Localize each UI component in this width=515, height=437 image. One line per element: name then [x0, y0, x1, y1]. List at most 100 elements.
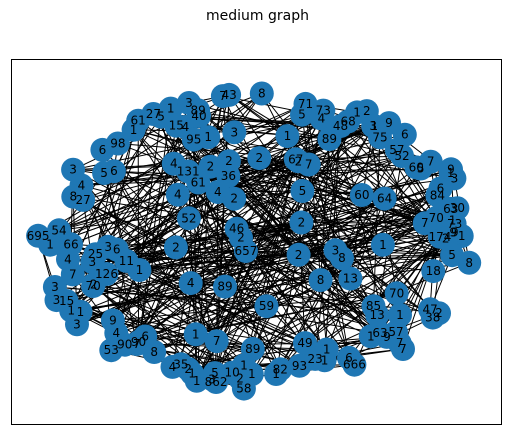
graph-edge [258, 157, 372, 337]
graph-node [213, 274, 237, 299]
graph-edge [113, 170, 226, 287]
graph-node-label: 7 [219, 89, 227, 103]
graph-node-label: 1 [323, 343, 331, 357]
graph-node-label: 64 [377, 192, 392, 206]
graph-node-label: 666 [343, 358, 366, 372]
graph-node-label: 73 [447, 217, 462, 231]
graph-node-label: 7 [427, 155, 435, 169]
graph-node [349, 183, 374, 207]
graph-node-label: 71 [298, 97, 313, 111]
graph-edge [239, 161, 432, 379]
graph-node-label: 2 [363, 104, 371, 118]
graph-node-label: 89 [245, 342, 260, 356]
graph-node-label: 70 [85, 279, 100, 293]
graph-node-label: 4 [182, 120, 190, 134]
graph-nodes [26, 81, 482, 401]
graph-node-label: 57 [389, 143, 404, 157]
graph-node [338, 266, 363, 291]
graph-node-label: 7 [399, 342, 407, 356]
graph-node-label: 68 [341, 114, 356, 128]
graph-node-label: 7 [396, 336, 404, 350]
graph-node [377, 111, 401, 136]
graph-node [165, 182, 190, 207]
graph-node [60, 262, 85, 287]
graph-node-label: 82 [273, 362, 288, 376]
graph-node-label: 6 [401, 128, 409, 142]
graph-node-label: 90 [117, 338, 132, 352]
graph-edge [110, 102, 190, 351]
graph-node [59, 298, 84, 323]
graph-node [370, 232, 395, 257]
graph-node-label: 3 [53, 293, 61, 307]
graph-edge [216, 208, 452, 342]
graph-node-label: 1 [130, 123, 138, 137]
graph-node [275, 124, 300, 149]
graph-node-label: 131 [177, 165, 200, 179]
graph-node-label: 66 [63, 237, 78, 251]
graph-node [216, 149, 241, 174]
graph-node-label: 1 [240, 359, 248, 373]
graph-node-label: 1 [449, 214, 457, 228]
graph-node-label: 9 [109, 313, 117, 327]
graph-node-label: 1 [167, 102, 175, 116]
graph-node [287, 353, 312, 378]
graph-node-label: 63 [443, 202, 458, 216]
graph-node-label: 15 [59, 294, 74, 308]
graph-node-label: 862 [205, 375, 228, 389]
graph-node-label: 2 [295, 154, 303, 168]
graph-node-label: 4 [318, 112, 326, 126]
graph-node-label: 9 [385, 116, 393, 130]
graph-node-label: 40 [191, 109, 206, 123]
graph-node-label: 1 [284, 129, 292, 143]
graph-node-label: 3 [451, 171, 459, 185]
graph-node-label: 6 [110, 164, 118, 178]
graph-node-label: 4 [170, 157, 178, 171]
graph-node-label: 695 [27, 229, 50, 243]
graph-node-label: 5 [100, 166, 108, 180]
graph-node-label: 90 [131, 335, 146, 349]
graph-node-label: 5 [211, 366, 219, 380]
graph-node-label: 4 [112, 326, 120, 340]
graph-node-label: 1 [193, 374, 201, 388]
graph-node-label: 1 [46, 238, 54, 252]
graph-node [391, 337, 415, 361]
graph-node [42, 275, 67, 299]
graph-node [164, 113, 189, 138]
graph-node [205, 180, 230, 204]
graph-node [311, 98, 336, 123]
graph-node [439, 157, 463, 182]
graph-node-label: 2 [184, 362, 192, 376]
graph-node-label: 5 [448, 248, 456, 262]
graph-node-label: 9 [451, 226, 459, 240]
graph-edge [372, 126, 434, 272]
graph-node-label: 67 [288, 152, 303, 166]
graph-node-label: 63 [372, 326, 387, 340]
graph-node-label: 8 [465, 256, 473, 270]
graph-node [142, 340, 167, 364]
graph-node-label: 7 [305, 158, 313, 172]
graph-node [229, 225, 253, 250]
graph-node-label: 89 [190, 103, 205, 117]
graph-edge [243, 125, 374, 366]
graph-node-label: 2 [298, 216, 306, 230]
graph-node-label: 7 [421, 216, 429, 230]
graph-node [254, 294, 279, 319]
graph-node-label: 47 [422, 302, 437, 316]
graph-node-label: 75 [372, 130, 387, 144]
graph-node [178, 271, 203, 296]
graph-node-label: 6 [345, 351, 353, 365]
graph-node-label: 1 [248, 367, 256, 381]
graph-node-label: 2 [435, 306, 443, 320]
graph-node-label: 2 [236, 372, 244, 386]
graph-node [384, 138, 409, 162]
graph-node-label: 48 [333, 119, 348, 133]
graph-node-label: 84 [430, 188, 445, 202]
graph-node-label: 1 [367, 329, 375, 343]
graph-node-label: 43 [221, 88, 236, 102]
graph-node [222, 120, 247, 145]
graph-node-label: 1 [396, 308, 404, 322]
graph-node-label: 73 [316, 104, 331, 118]
graph-node-label: 5 [298, 108, 306, 122]
graph-node-label: 1 [353, 105, 361, 119]
